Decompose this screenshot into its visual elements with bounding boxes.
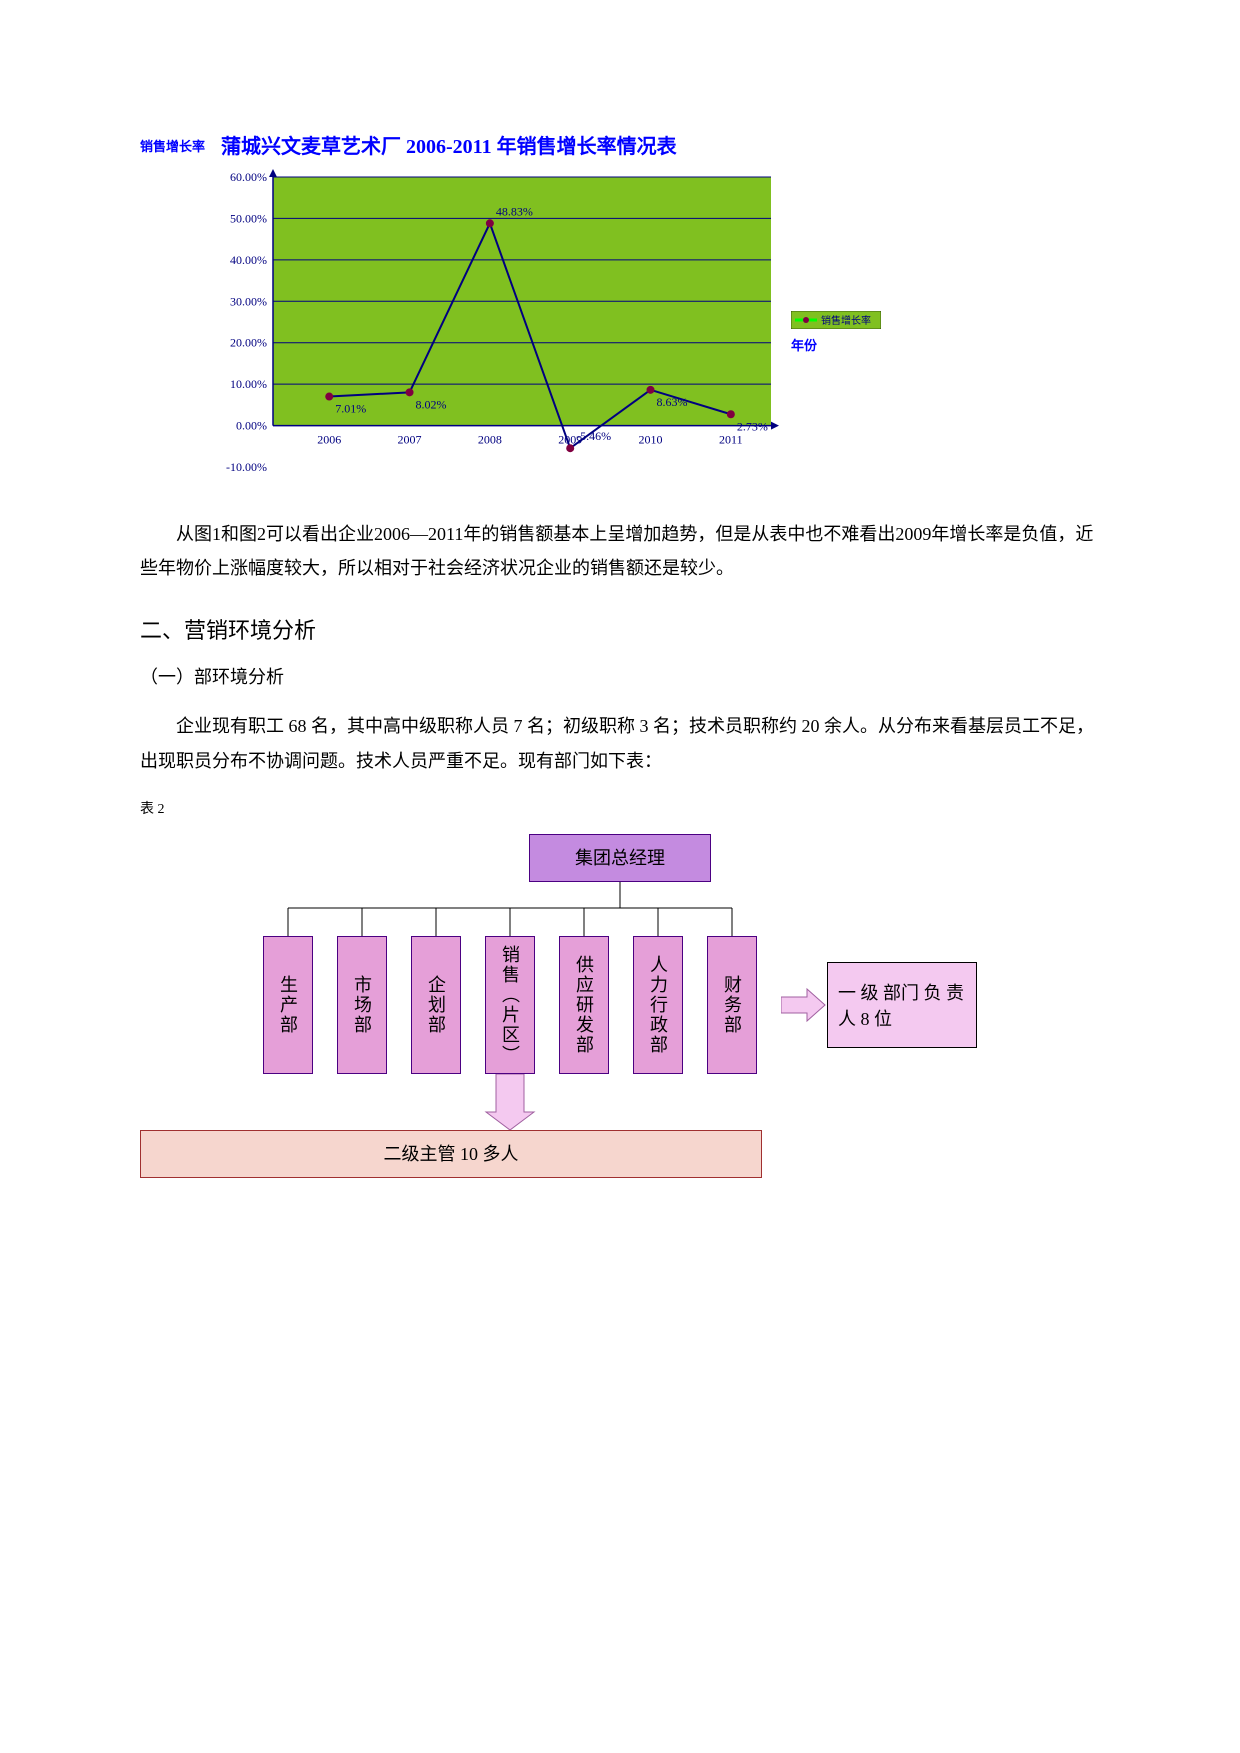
analysis-paragraph-1: 从图1和图2可以看出企业2006—2011年的销售额基本上呈增加趋势，但是从表中…: [140, 517, 1100, 585]
svg-text:2011: 2011: [719, 433, 743, 447]
chart-title: 蒲城兴文麦草艺术厂 2006-2011 年销售增长率情况表: [221, 130, 881, 159]
svg-text:8.02%: 8.02%: [416, 397, 447, 411]
org-dept-box: 人力行政部: [633, 936, 683, 1074]
org-dept-box: 市场部: [337, 936, 387, 1074]
svg-text:-5.46%: -5.46%: [576, 429, 611, 443]
svg-text:2007: 2007: [398, 433, 422, 447]
table-caption: 表 2: [140, 798, 1100, 818]
chart-x-axis-label: 年份: [791, 335, 881, 354]
org-dept-box: 财务部: [707, 936, 757, 1074]
chart-y-axis-label: 销售增长率: [140, 136, 205, 155]
org-dept-box: 企划部: [411, 936, 461, 1074]
svg-text:60.00%: 60.00%: [230, 170, 267, 184]
svg-text:7.01%: 7.01%: [335, 402, 366, 416]
svg-text:30.00%: 30.00%: [230, 294, 267, 308]
svg-text:2008: 2008: [478, 433, 502, 447]
org-side-note: 一 级 部门 负 责人 8 位: [827, 962, 977, 1048]
svg-text:10.00%: 10.00%: [230, 377, 267, 391]
org-chart: 集团总经理 生产部市场部企划部销售（片区）供应研发部人力行政部财务部一 级 部门…: [140, 834, 1100, 1178]
org-dept-box: 供应研发部: [559, 936, 609, 1074]
svg-text:50.00%: 50.00%: [230, 211, 267, 225]
section-heading-2-1: （一）部环境分析: [140, 663, 1100, 689]
chart-legend-label: 销售增长率: [821, 314, 871, 327]
svg-text:2010: 2010: [639, 433, 663, 447]
org-dept-box: 销售（片区）: [485, 936, 535, 1074]
chart-legend: 销售增长率: [791, 311, 881, 329]
chart-wrap: 蒲城兴文麦草艺术厂 2006-2011 年销售增长率情况表 -10.00% 0.0…: [221, 130, 881, 497]
right-arrow-icon: [781, 985, 827, 1025]
svg-text:48.83%: 48.83%: [496, 204, 533, 218]
svg-text:-10.00%: -10.00%: [226, 460, 267, 474]
svg-text:0.00%: 0.00%: [236, 419, 267, 433]
svg-text:8.63%: 8.63%: [657, 395, 688, 409]
svg-text:20.00%: 20.00%: [230, 336, 267, 350]
section-heading-2: 二、营销环境分析: [140, 613, 1100, 645]
analysis-paragraph-2: 企业现有职工 68 名，其中高中级职称人员 7 名；初级职称 3 名；技术员职称…: [140, 709, 1100, 777]
org-sub-box: 二级主管 10 多人: [140, 1130, 762, 1178]
org-dept-box: 生产部: [263, 936, 313, 1074]
sales-growth-chart-block: 销售增长率 蒲城兴文麦草艺术厂 2006-2011 年销售增长率情况表 -10.…: [140, 130, 1100, 497]
org-departments-row: 生产部市场部企划部销售（片区） 供应研发部人力行政部财务部 一 级 部门 负 责人 …: [140, 936, 1100, 1074]
sales-growth-line-chart: -10.00% 0.00% 10.00% 20.00% 30.00% 40.00% 50.0…: [221, 167, 781, 497]
svg-text:40.00%: 40.00%: [230, 253, 267, 267]
org-side-note-wrap: 一 级 部门 负 责人 8 位: [781, 936, 977, 1074]
svg-text:2.73%: 2.73%: [737, 419, 768, 433]
svg-text:2006: 2006: [317, 433, 341, 447]
down-arrow-icon: [486, 1074, 534, 1130]
